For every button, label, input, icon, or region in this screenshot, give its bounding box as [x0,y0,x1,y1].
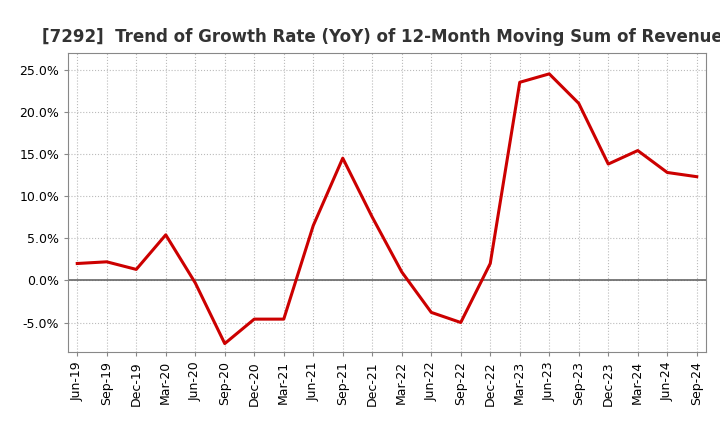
Title: [7292]  Trend of Growth Rate (YoY) of 12-Month Moving Sum of Revenues: [7292] Trend of Growth Rate (YoY) of 12-… [42,28,720,46]
